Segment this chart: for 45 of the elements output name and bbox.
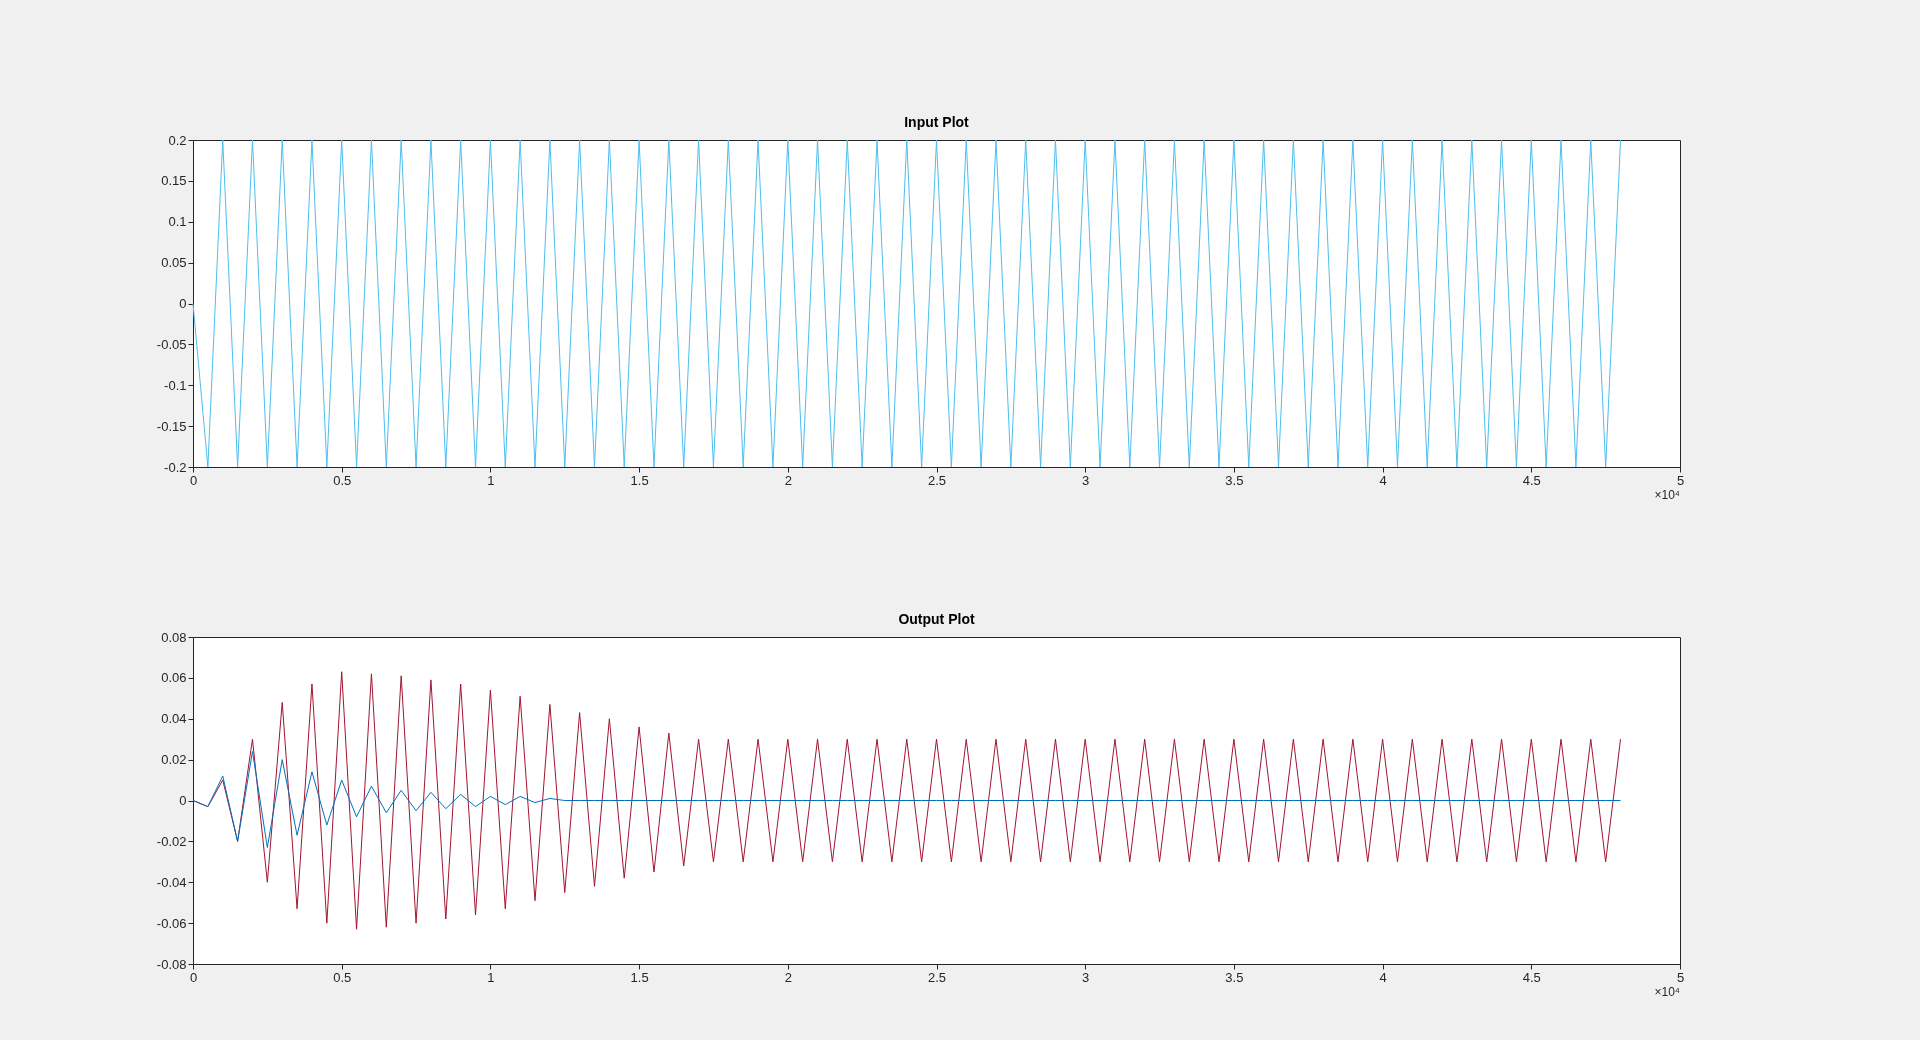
- y-tick-label: 0: [179, 793, 187, 808]
- x-tick-label: 1.5: [630, 969, 649, 985]
- x-tick-label: 1: [487, 472, 495, 488]
- y-tick-label: 0.06: [161, 670, 187, 686]
- x-tick-label: 4: [1379, 472, 1387, 488]
- y-tick-label: 0: [179, 296, 187, 311]
- y-tick-label: 0.15: [161, 173, 187, 189]
- y-tick-label: 0.02: [161, 752, 187, 768]
- y-tick-label: -0.2: [164, 459, 187, 475]
- x-tick-label: 4.5: [1522, 472, 1541, 488]
- y-tick-label: 0.04: [161, 711, 187, 727]
- y-tick-label: -0.06: [156, 915, 187, 931]
- y-tick-label: 0.05: [161, 255, 187, 271]
- x-tick-label: 5: [1676, 472, 1685, 488]
- text: ×10⁴: [1654, 488, 1680, 502]
- x-tick-label: 2.5: [927, 969, 947, 985]
- x-tick-label: 5: [1676, 969, 1685, 985]
- x-tick-label: 2: [784, 969, 792, 985]
- x-tick-label: 0: [189, 969, 198, 985]
- y-tick-label: -0.05: [156, 336, 187, 352]
- chart-title: Output Plot: [898, 611, 975, 627]
- y-tick-label: 0.1: [168, 214, 187, 230]
- y-tick-label: -0.08: [156, 956, 187, 972]
- x-tick-label: 0.5: [333, 472, 352, 488]
- x-tick-label: 3.5: [1225, 472, 1244, 488]
- y-tick-label: -0.02: [156, 833, 187, 849]
- x-tick-label: 4.5: [1522, 969, 1541, 985]
- x-tick-label: 4: [1379, 969, 1387, 985]
- text: ×10⁴: [1654, 985, 1680, 999]
- chart-title: Input Plot: [904, 114, 970, 130]
- x-tick-label: 3.5: [1225, 969, 1244, 985]
- x-tick-label: 1: [487, 969, 495, 985]
- y-tick-label: 0.08: [161, 629, 187, 645]
- x-tick-label: 2.5: [927, 472, 947, 488]
- y-tick-label: -0.1: [164, 377, 187, 393]
- y-tick-label: -0.04: [156, 874, 187, 890]
- line-series: [192, 750, 1622, 849]
- x-tick-label: 3: [1082, 472, 1090, 488]
- x-tick-label: 1.5: [630, 472, 649, 488]
- y-tick-label: 0.2: [168, 132, 187, 148]
- x-tick-label: 0.5: [333, 969, 352, 985]
- x-tick-label: 0: [189, 472, 198, 488]
- y-tick-label: -0.15: [156, 418, 187, 434]
- x-tick-label: 2: [784, 472, 792, 488]
- x-tick-label: 3: [1082, 969, 1090, 985]
